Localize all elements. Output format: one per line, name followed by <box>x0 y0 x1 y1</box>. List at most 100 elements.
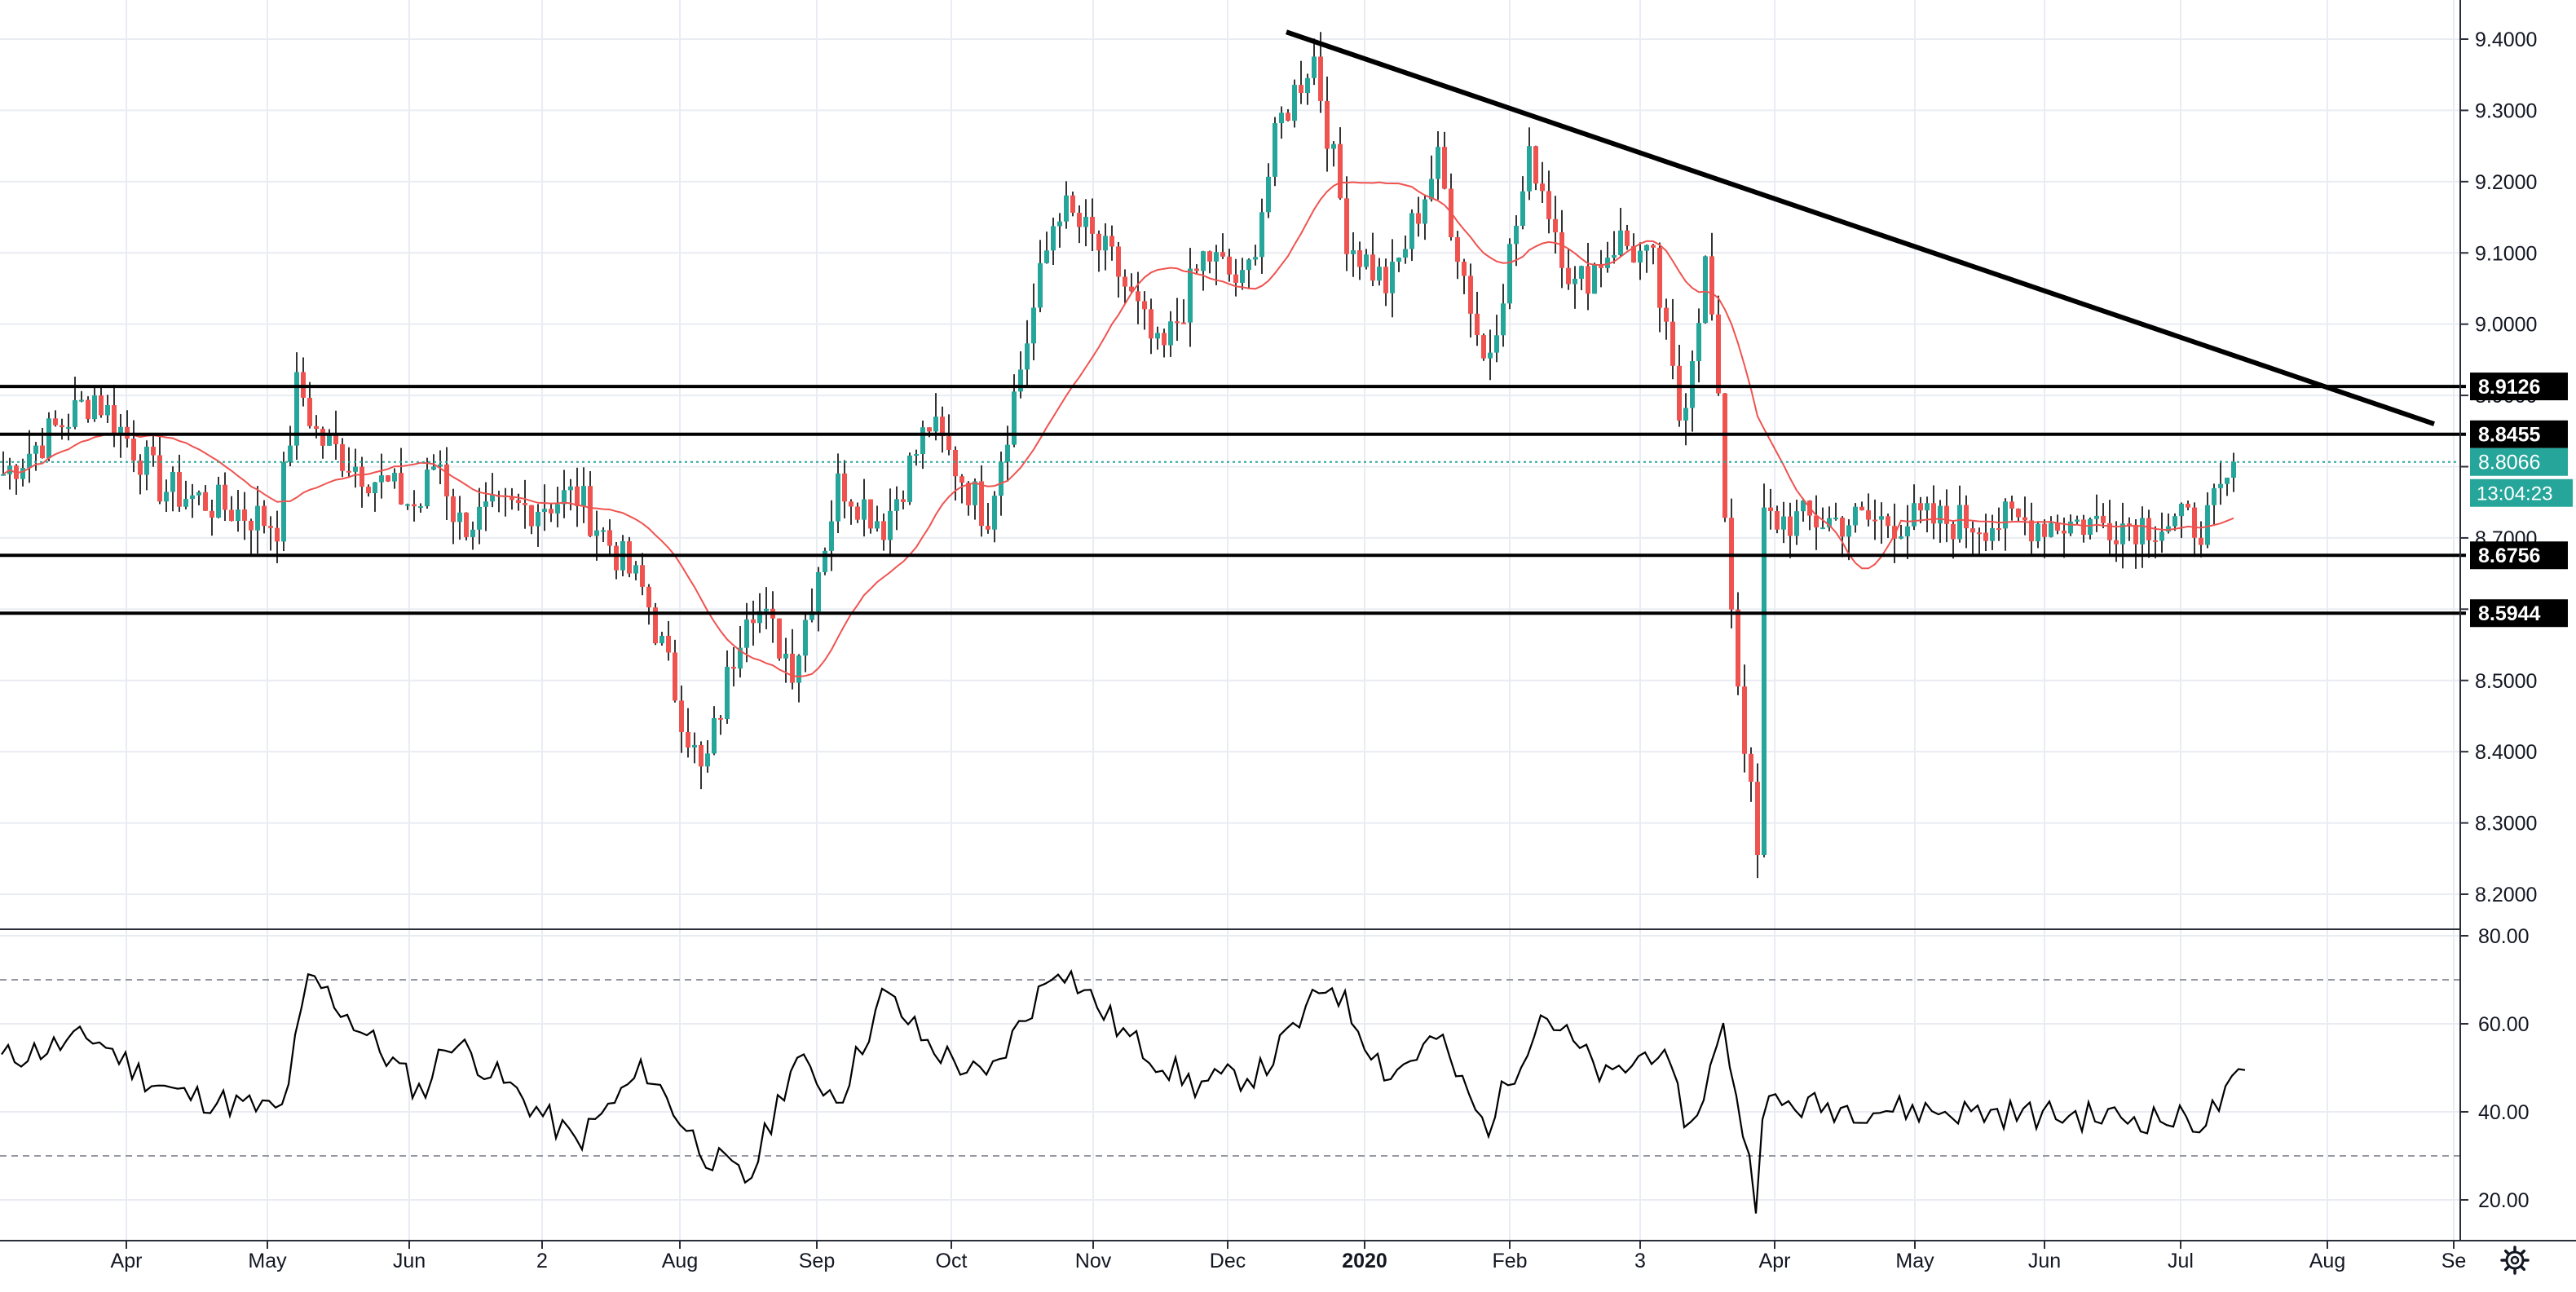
candle[interactable] <box>112 405 117 436</box>
candle[interactable] <box>686 731 690 748</box>
candle[interactable] <box>555 504 560 514</box>
candle[interactable] <box>223 484 227 510</box>
candle[interactable] <box>1703 256 1708 324</box>
candle[interactable] <box>2081 519 2086 536</box>
candle[interactable] <box>679 700 684 732</box>
candle[interactable] <box>1018 369 1023 392</box>
candle[interactable] <box>1990 527 1995 541</box>
candle[interactable] <box>1 474 6 476</box>
candle[interactable] <box>1286 112 1290 121</box>
candle[interactable] <box>92 395 97 420</box>
candle[interactable] <box>757 611 762 624</box>
candle[interactable] <box>1833 518 1838 520</box>
candle[interactable] <box>1775 510 1780 530</box>
candle[interactable] <box>894 499 899 511</box>
candle[interactable] <box>1579 266 1584 279</box>
candle[interactable] <box>1090 216 1095 234</box>
candle[interactable] <box>659 635 664 644</box>
candle[interactable] <box>249 520 254 531</box>
candle[interactable] <box>705 753 710 767</box>
candle[interactable] <box>875 521 880 529</box>
candle[interactable] <box>575 486 580 506</box>
candle[interactable] <box>646 586 651 608</box>
candle[interactable] <box>1357 250 1362 267</box>
candle[interactable] <box>2159 531 2164 541</box>
candle[interactable] <box>210 510 214 518</box>
candle[interactable] <box>1677 365 1682 421</box>
candle[interactable] <box>2101 515 2106 523</box>
candle[interactable] <box>477 506 482 530</box>
candle[interactable] <box>933 417 938 432</box>
candle[interactable] <box>1846 525 1851 537</box>
candle[interactable] <box>2192 507 2197 538</box>
trendline[interactable] <box>1286 29 2435 426</box>
candle[interactable] <box>855 506 860 520</box>
candle[interactable] <box>1527 146 1532 192</box>
candle[interactable] <box>2088 518 2093 536</box>
candle[interactable] <box>1670 321 1675 366</box>
candle[interactable] <box>803 620 808 656</box>
candle[interactable] <box>1403 249 1408 258</box>
candle[interactable] <box>1540 183 1545 192</box>
candle[interactable] <box>1409 213 1414 249</box>
candle[interactable] <box>438 464 443 467</box>
candle[interactable] <box>1605 258 1610 268</box>
candle[interactable] <box>640 565 645 587</box>
candle[interactable] <box>959 476 964 483</box>
candle[interactable] <box>1038 262 1043 308</box>
candle[interactable] <box>1227 256 1232 275</box>
candle[interactable] <box>1253 257 1258 260</box>
candle[interactable] <box>1201 251 1206 271</box>
candle[interactable] <box>1918 503 1923 511</box>
candle[interactable] <box>1044 250 1049 263</box>
candle[interactable] <box>79 399 84 402</box>
candle[interactable] <box>1416 213 1421 224</box>
candle[interactable] <box>966 483 971 505</box>
candle[interactable] <box>2225 477 2230 484</box>
candle[interactable] <box>379 475 384 483</box>
candle[interactable] <box>1781 516 1786 530</box>
candle[interactable] <box>1364 254 1369 267</box>
candle[interactable] <box>1573 278 1577 284</box>
candle[interactable] <box>1429 179 1434 200</box>
candle[interactable] <box>712 717 717 754</box>
candle[interactable] <box>1175 321 1180 324</box>
candle[interactable] <box>1533 146 1538 184</box>
candle[interactable] <box>2186 504 2190 508</box>
candle[interactable] <box>1977 532 1982 535</box>
candle[interactable] <box>1592 264 1597 294</box>
candle[interactable] <box>412 504 417 507</box>
candle[interactable] <box>1586 266 1590 294</box>
candle[interactable] <box>862 499 867 520</box>
candle[interactable] <box>1194 268 1199 271</box>
candle[interactable] <box>1762 507 1767 856</box>
candle[interactable] <box>1396 258 1401 262</box>
candle[interactable] <box>183 499 188 507</box>
candle[interactable] <box>940 417 945 437</box>
candle[interactable] <box>399 473 404 505</box>
candle[interactable] <box>1103 236 1108 251</box>
candle[interactable] <box>1325 100 1330 149</box>
candle[interactable] <box>1292 85 1297 121</box>
candle[interactable] <box>1768 507 1773 511</box>
candle[interactable] <box>1716 314 1721 394</box>
candle[interactable] <box>1944 505 1949 524</box>
candle[interactable] <box>1970 528 1975 533</box>
candle[interactable] <box>1957 505 1962 540</box>
candle[interactable] <box>673 652 677 701</box>
candle[interactable] <box>229 509 234 522</box>
candle[interactable] <box>255 505 260 531</box>
candle[interactable] <box>236 509 240 522</box>
candle[interactable] <box>157 455 162 502</box>
candle[interactable] <box>509 496 514 500</box>
candle[interactable] <box>2140 518 2145 545</box>
candle[interactable] <box>1031 307 1036 344</box>
candle[interactable] <box>868 499 873 529</box>
candle[interactable] <box>1729 518 1734 610</box>
candle[interactable] <box>1546 191 1551 219</box>
candle[interactable] <box>425 470 430 507</box>
candle[interactable] <box>1370 254 1375 281</box>
candle[interactable] <box>320 429 325 446</box>
candle[interactable] <box>816 571 821 612</box>
